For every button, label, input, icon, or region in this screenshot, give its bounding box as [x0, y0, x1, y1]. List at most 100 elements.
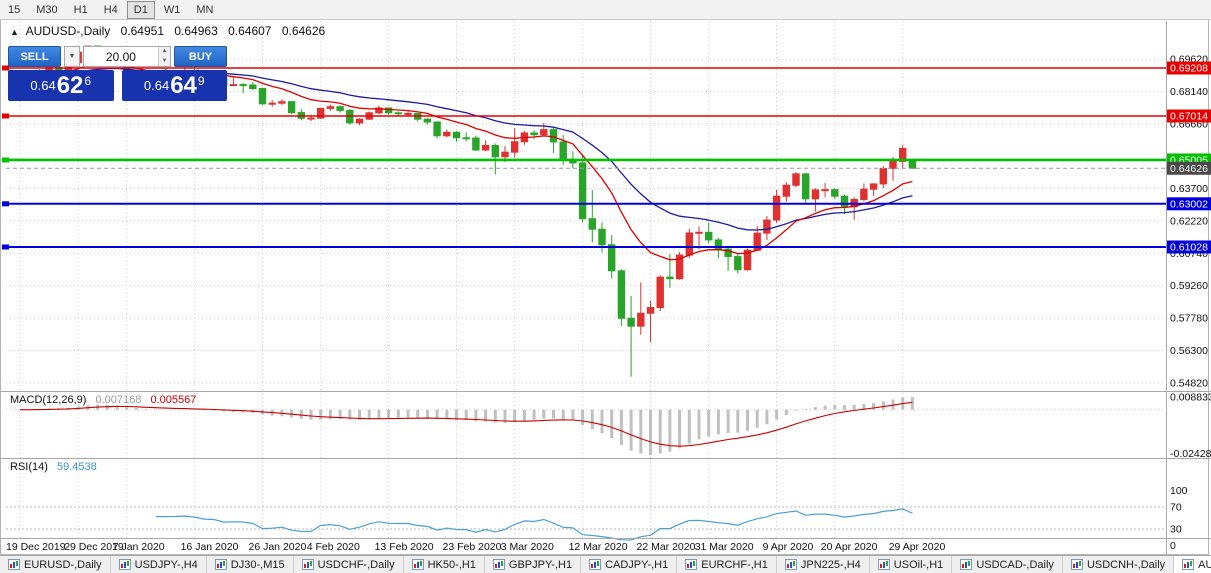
svg-text:4 Feb 2020: 4 Feb 2020	[307, 541, 360, 553]
ohlc-high: 0.64963	[174, 24, 218, 38]
svg-text:0.63002: 0.63002	[1170, 198, 1208, 210]
buy-price-pip: 9	[197, 73, 205, 88]
volume-spinner-down-icon[interactable]: ▼	[158, 56, 170, 66]
line-handle-0.67014[interactable]	[2, 113, 9, 119]
macd-signal-line	[20, 401, 913, 447]
rsi-axis-70: 70	[1170, 502, 1182, 514]
chart-tab-eurusd-daily[interactable]: EURUSD-,Daily	[0, 556, 111, 573]
svg-text:12 Mar 2020: 12 Mar 2020	[569, 541, 628, 553]
svg-text:0.54820: 0.54820	[1170, 377, 1208, 389]
sell-button[interactable]: SELL	[8, 46, 61, 67]
line-handle-0.63002[interactable]	[2, 201, 9, 207]
chart-tab-hk50-h1[interactable]: HK50-,H1	[403, 556, 485, 573]
timeframe-button-mn[interactable]: MN	[196, 4, 214, 16]
sell-price-prefix: 0.64	[30, 78, 56, 93]
volume-input[interactable]	[84, 47, 158, 66]
sell-price-display[interactable]: 0.64 62 6	[8, 70, 114, 101]
chart-tab-label: USDCHF-,Daily	[317, 558, 395, 571]
macd-main-value: 0.007168	[95, 394, 142, 406]
chart-title: ▲ AUDUSD-,Daily 0.64951 0.64963 0.64607 …	[10, 24, 332, 38]
chart-tab-usdcad-daily[interactable]: USDCAD-,Daily	[952, 556, 1063, 573]
chart-tab-icon	[301, 559, 314, 570]
timeframe-button-w1[interactable]: W1	[163, 4, 181, 16]
macd-name: MACD(12,26,9)	[10, 394, 87, 406]
svg-text:26 Jan 2020: 26 Jan 2020	[249, 541, 307, 553]
line-handle-0.69208[interactable]	[2, 65, 9, 71]
chart-tab-label: USDJPY-,H4	[134, 558, 198, 571]
timeframe-button-15[interactable]: 15	[8, 4, 21, 16]
one-click-collapse-icon[interactable]: ▲	[10, 27, 19, 37]
chart-tab-icon	[214, 559, 227, 570]
rsi-indicator	[6, 506, 1166, 541]
svg-text:7 Jan 2020: 7 Jan 2020	[113, 541, 165, 553]
chart-canvas[interactable]: 0.696200.681400.666600.637000.622200.607…	[0, 0, 1211, 556]
chart-tab-dj30-m15[interactable]: DJ30-,M15	[206, 556, 294, 573]
buy-price-prefix: 0.64	[143, 78, 170, 93]
chart-tab-eurchf-h1[interactable]: EURCHF-,H1	[677, 556, 777, 573]
svg-text:19 Dec 2019: 19 Dec 2019	[6, 541, 66, 553]
line-handle-0.65005[interactable]	[2, 157, 9, 163]
svg-text:0.68140: 0.68140	[1170, 86, 1208, 98]
timeframe-button-d1[interactable]: D1	[126, 1, 155, 19]
volume-spinner-up-icon[interactable]: ▲	[158, 47, 170, 57]
buy-price-display[interactable]: 0.64 64 9	[121, 70, 227, 101]
chart-window	[0, 19, 1209, 555]
svg-text:20 Apr 2020: 20 Apr 2020	[821, 541, 878, 553]
svg-text:9 Apr 2020: 9 Apr 2020	[763, 541, 814, 553]
chart-tab-icon	[118, 559, 131, 570]
volume-dropdown-button[interactable]: ▼	[64, 46, 80, 67]
svg-text:23 Feb 2020: 23 Feb 2020	[443, 541, 502, 553]
price-badge-0.63002	[1167, 197, 1211, 211]
svg-text:0.61028: 0.61028	[1170, 241, 1208, 253]
svg-text:0.63700: 0.63700	[1170, 183, 1208, 195]
rsi-axis-30: 30	[1170, 524, 1182, 536]
chart-tab-label: USDCNH-,Daily	[1086, 558, 1166, 571]
chart-tab-label: AUDUSD-,Daily	[1198, 558, 1211, 571]
price-badge-0.67014	[1167, 109, 1211, 123]
rsi-line	[155, 508, 913, 541]
svg-text:31 Mar 2020: 31 Mar 2020	[695, 541, 754, 553]
svg-text:0.57780: 0.57780	[1170, 313, 1208, 325]
chart-tab-cadjpy-h1[interactable]: CADJPY-,H1	[581, 556, 678, 573]
svg-text:0.69208: 0.69208	[1170, 63, 1208, 75]
symbol-period-label: AUDUSD-,Daily	[25, 24, 111, 38]
rsi-pane-label: RSI(14) 59.4538	[10, 461, 97, 473]
macd-indicator	[6, 397, 1166, 455]
svg-text:0.69620: 0.69620	[1170, 53, 1208, 65]
chart-tab-icon	[960, 559, 973, 570]
chart-tab-icon	[877, 559, 890, 570]
macd-axis-high: 0.008833	[1170, 392, 1211, 404]
chart-tab-label: CADJPY-,H1	[605, 558, 669, 571]
volume-spinner: ▲ ▼	[157, 47, 170, 66]
svg-text:29 Dec 2019: 29 Dec 2019	[64, 541, 124, 553]
rsi-axis-100: 100	[1170, 485, 1188, 497]
svg-text:13 Feb 2020: 13 Feb 2020	[375, 541, 434, 553]
ohlc-low: 0.64607	[228, 24, 272, 38]
chart-tab-gbpjpy-h1[interactable]: GBPJPY-,H1	[484, 556, 582, 573]
chart-tab-icon	[589, 559, 602, 570]
chart-tab-jpn225-h4[interactable]: JPN225-,H4	[776, 556, 870, 573]
price-badge-0.61028	[1167, 240, 1211, 254]
rsi-value: 59.4538	[56, 461, 97, 473]
chart-tab-usoil-h1[interactable]: USOil-,H1	[869, 556, 953, 573]
price-axis-labels: 0.696200.681400.666600.637000.622200.607…	[1170, 53, 1208, 389]
svg-text:3 Mar 2020: 3 Mar 2020	[501, 541, 554, 553]
one-click-trading-panel: SELL ▼ ▲ ▼ BUY 0.64 62 6 0.64 64 9	[8, 46, 227, 101]
macd-pane-label: MACD(12,26,9) 0.007168 0.005567	[10, 394, 196, 406]
sell-price-pip: 6	[84, 73, 92, 88]
line-handle-0.61028[interactable]	[2, 244, 9, 250]
chart-tab-icon	[492, 559, 505, 570]
timeframe-button-h4[interactable]: H4	[103, 4, 118, 16]
timeframe-button-h1[interactable]: H1	[73, 4, 88, 16]
svg-text:22 Mar 2020: 22 Mar 2020	[637, 541, 696, 553]
timeframe-button-m30[interactable]: M30	[36, 4, 58, 16]
rsi-name: RSI(14)	[10, 461, 48, 473]
chart-tab-usdcnh-daily[interactable]: USDCNH-,Daily	[1062, 556, 1175, 573]
chart-tab-icon	[8, 559, 20, 570]
chart-tab-usdchf-daily[interactable]: USDCHF-,Daily	[293, 556, 404, 573]
timeframe-toolbar: 15 M30 H1 H4 D1 W1 MN	[0, 0, 1211, 20]
sell-price-main: 62	[56, 71, 84, 99]
chart-tab-usdjpy-h4[interactable]: USDJPY-,H4	[110, 556, 207, 573]
buy-button[interactable]: BUY	[174, 46, 227, 67]
chart-tab-audusd-daily[interactable]: AUDUSD-,Daily	[1174, 556, 1211, 573]
